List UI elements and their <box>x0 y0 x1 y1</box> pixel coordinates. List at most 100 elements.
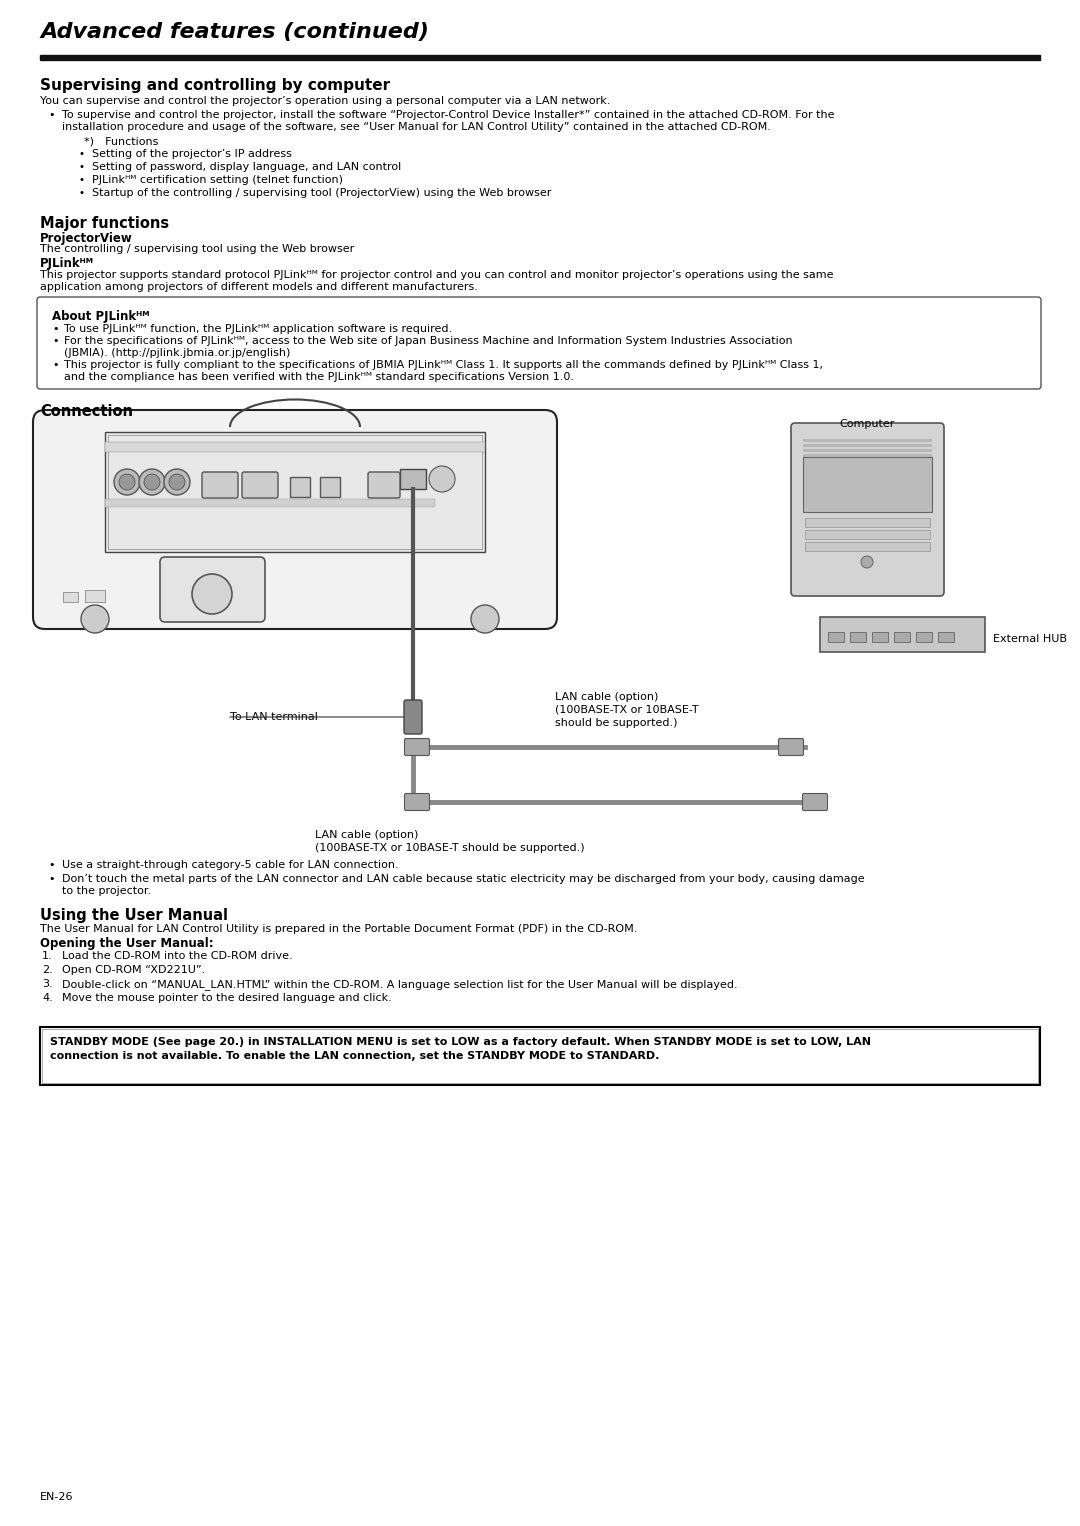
Bar <box>804 475 932 478</box>
Bar <box>42 1029 1038 1083</box>
FancyBboxPatch shape <box>802 794 827 810</box>
Bar <box>320 478 340 497</box>
Circle shape <box>168 475 185 490</box>
Bar <box>805 517 930 526</box>
Text: •: • <box>78 150 84 159</box>
FancyBboxPatch shape <box>405 739 430 755</box>
Text: Load the CD-ROM into the CD-ROM drive.: Load the CD-ROM into the CD-ROM drive. <box>62 951 293 961</box>
Bar <box>804 468 932 472</box>
Text: LAN cable (option): LAN cable (option) <box>315 830 418 839</box>
Circle shape <box>429 465 455 491</box>
Text: Use a straight-through category-5 cable for LAN connection.: Use a straight-through category-5 cable … <box>62 861 399 870</box>
Text: Advanced features (continued): Advanced features (continued) <box>40 21 429 43</box>
Bar <box>108 435 482 549</box>
Text: •: • <box>52 360 58 369</box>
Bar <box>40 55 1040 60</box>
Text: 2.: 2. <box>42 964 53 975</box>
Text: Double-click on “MANUAL_LAN.HTML” within the CD-ROM. A language selection list f: Double-click on “MANUAL_LAN.HTML” within… <box>62 980 738 990</box>
Text: Opening the User Manual:: Opening the User Manual: <box>40 937 214 951</box>
Text: Connection: Connection <box>40 404 133 420</box>
Bar <box>291 478 310 497</box>
Bar <box>804 449 932 452</box>
FancyBboxPatch shape <box>37 298 1041 389</box>
Text: For the specifications of PJLinkᴴᴹ, access to the Web site of Japan Business Mac: For the specifications of PJLinkᴴᴹ, acce… <box>64 336 793 346</box>
Text: 3.: 3. <box>42 980 53 989</box>
Bar <box>40 1027 1040 1085</box>
Bar <box>804 455 932 456</box>
Bar <box>400 468 426 488</box>
Bar <box>85 591 105 601</box>
Text: (100BASE-TX or 10BASE-T: (100BASE-TX or 10BASE-T <box>555 705 699 716</box>
Text: *) Functions: *) Functions <box>84 136 159 146</box>
Text: should be supported.): should be supported.) <box>555 719 677 728</box>
Text: •: • <box>48 861 54 870</box>
Bar <box>804 459 932 462</box>
Text: Move the mouse pointer to the desired language and click.: Move the mouse pointer to the desired la… <box>62 993 392 1003</box>
Bar <box>916 632 932 642</box>
FancyBboxPatch shape <box>202 472 238 497</box>
Text: (100BASE-TX or 10BASE-T should be supported.): (100BASE-TX or 10BASE-T should be suppor… <box>315 842 584 853</box>
Circle shape <box>192 574 232 613</box>
Bar <box>105 432 485 552</box>
Text: The controlling / supervising tool using the Web browser: The controlling / supervising tool using… <box>40 244 354 253</box>
Circle shape <box>119 475 135 490</box>
Bar <box>939 632 954 642</box>
Text: This projector supports standard protocol PJLinkᴴᴹ for projector control and you: This projector supports standard protoco… <box>40 270 834 279</box>
Text: Major functions: Major functions <box>40 217 170 230</box>
Text: You can supervise and control the projector’s operation using a personal compute: You can supervise and control the projec… <box>40 96 610 105</box>
Text: Startup of the controlling / supervising tool (ProjectorView) using the Web brow: Startup of the controlling / supervising… <box>92 188 552 198</box>
Circle shape <box>164 468 190 494</box>
Text: Setting of password, display language, and LAN control: Setting of password, display language, a… <box>92 162 402 172</box>
Circle shape <box>471 604 499 633</box>
Text: •: • <box>48 110 54 121</box>
FancyBboxPatch shape <box>779 739 804 755</box>
Text: PJLinkᴴᴹ certification setting (telnet function): PJLinkᴴᴹ certification setting (telnet f… <box>92 175 343 185</box>
Circle shape <box>139 468 165 494</box>
Bar <box>804 456 932 513</box>
Text: •: • <box>48 874 54 884</box>
Text: Setting of the projector’s IP address: Setting of the projector’s IP address <box>92 150 292 159</box>
FancyBboxPatch shape <box>33 410 557 629</box>
Text: •: • <box>78 188 84 198</box>
Text: Don’t touch the metal parts of the LAN connector and LAN cable because static el: Don’t touch the metal parts of the LAN c… <box>62 874 865 884</box>
Bar <box>820 617 985 652</box>
Bar <box>105 443 485 452</box>
Text: This projector is fully compliant to the specifications of JBMIA PJLinkᴴᴹ Class : This projector is fully compliant to the… <box>64 360 823 369</box>
Text: Using the User Manual: Using the User Manual <box>40 908 228 923</box>
Bar <box>804 439 932 443</box>
Text: to the projector.: to the projector. <box>62 887 151 896</box>
Bar <box>63 592 78 601</box>
Text: About PJLinkᴴᴹ: About PJLinkᴴᴹ <box>52 310 149 324</box>
Text: To supervise and control the projector, install the software “Projector-Control : To supervise and control the projector, … <box>62 110 835 121</box>
Text: •: • <box>52 324 58 334</box>
Text: Computer: Computer <box>839 420 894 429</box>
Text: External HUB: External HUB <box>993 633 1067 644</box>
Text: installation procedure and usage of the software, see “User Manual for LAN Contr: installation procedure and usage of the … <box>62 122 771 133</box>
Bar <box>804 464 932 467</box>
Text: 1.: 1. <box>42 951 53 961</box>
Text: •: • <box>78 175 84 185</box>
Bar <box>805 542 930 551</box>
Bar <box>105 499 435 507</box>
Bar <box>804 444 932 447</box>
Text: STANDBY MODE (See page 20.) in INSTALLATION MENU is set to LOW as a factory defa: STANDBY MODE (See page 20.) in INSTALLAT… <box>50 1038 870 1047</box>
Text: To LAN terminal: To LAN terminal <box>230 713 318 722</box>
Text: EN-26: EN-26 <box>40 1492 73 1502</box>
Bar <box>894 632 910 642</box>
Bar <box>828 632 843 642</box>
Text: The User Manual for LAN Control Utility is prepared in the Portable Document For: The User Manual for LAN Control Utility … <box>40 925 637 934</box>
Text: (JBMIA). (http://pjlink.jbmia.or.jp/english): (JBMIA). (http://pjlink.jbmia.or.jp/engl… <box>64 348 291 359</box>
FancyBboxPatch shape <box>405 794 430 810</box>
Text: connection is not available. To enable the LAN connection, set the STANDBY MODE : connection is not available. To enable t… <box>50 1051 660 1061</box>
Text: LAN cable (option): LAN cable (option) <box>555 691 659 702</box>
FancyBboxPatch shape <box>160 557 265 623</box>
Bar <box>805 530 930 539</box>
Circle shape <box>144 475 160 490</box>
Text: •: • <box>78 162 84 172</box>
FancyBboxPatch shape <box>404 700 422 734</box>
Text: To use PJLinkᴴᴹ function, the PJLinkᴴᴹ application software is required.: To use PJLinkᴴᴹ function, the PJLinkᴴᴹ a… <box>64 324 453 334</box>
Circle shape <box>114 468 140 494</box>
Text: application among projectors of different models and different manufacturers.: application among projectors of differen… <box>40 282 477 291</box>
FancyBboxPatch shape <box>242 472 278 497</box>
Text: PJLinkᴴᴹ: PJLinkᴴᴹ <box>40 256 94 270</box>
